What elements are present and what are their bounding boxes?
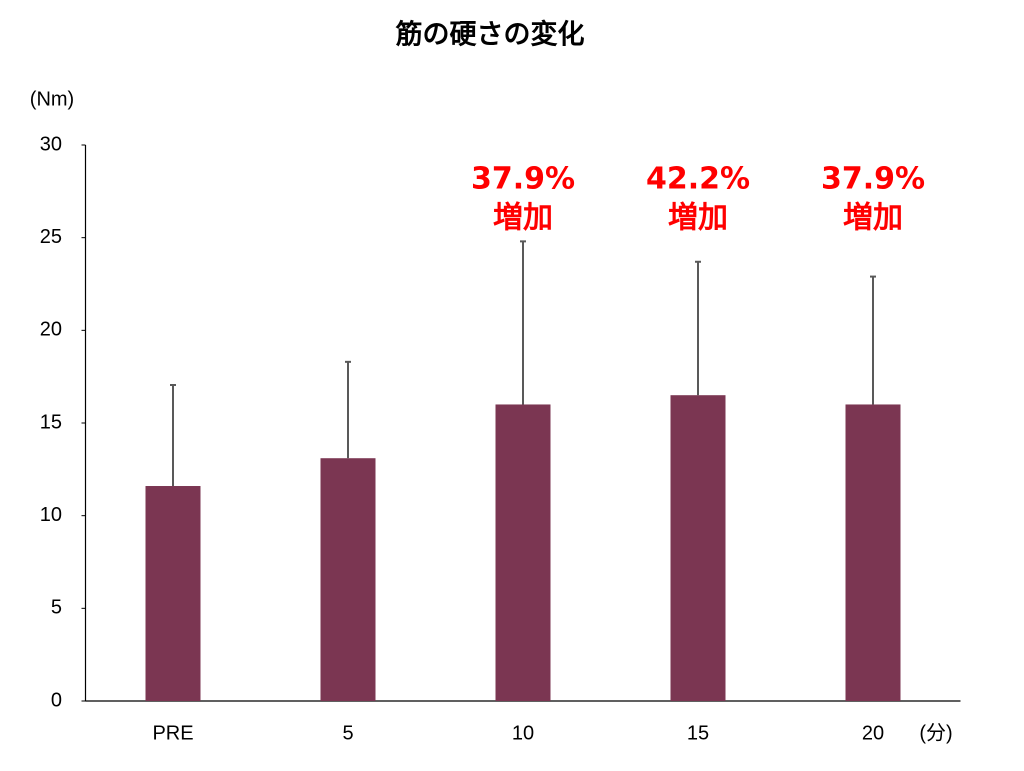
x-tick-label: 15 [687, 722, 709, 744]
annotation: 増加 [668, 201, 728, 236]
y-tick-label: 25 [40, 226, 62, 248]
bar [845, 404, 901, 701]
x-axis-label: (分) [919, 721, 952, 744]
bar [495, 404, 551, 701]
x-tick-label: PRE [152, 722, 193, 744]
y-tick-label: 15 [40, 411, 62, 433]
annotation: 37.9% [471, 162, 575, 197]
y-axis-label: (Nm) [30, 88, 74, 110]
annotation: 増加 [493, 201, 553, 236]
annotation: 増加 [843, 201, 903, 236]
x-tick-label: 5 [342, 722, 353, 744]
y-tick-label: 0 [51, 689, 62, 711]
x-tick-label: 10 [512, 722, 534, 744]
annotation: 42.2% [646, 162, 750, 197]
y-tick-label: 5 [51, 597, 62, 619]
y-tick-label: 10 [40, 504, 62, 526]
chart-title: 筋の硬さの変化 [396, 19, 585, 51]
annotation: 37.9% [821, 162, 925, 197]
y-tick-label: 30 [40, 133, 62, 155]
bar [145, 486, 201, 701]
y-tick-label: 20 [40, 319, 62, 341]
bar [320, 458, 376, 701]
x-tick-label: 20 [862, 722, 884, 744]
bar [670, 395, 726, 701]
